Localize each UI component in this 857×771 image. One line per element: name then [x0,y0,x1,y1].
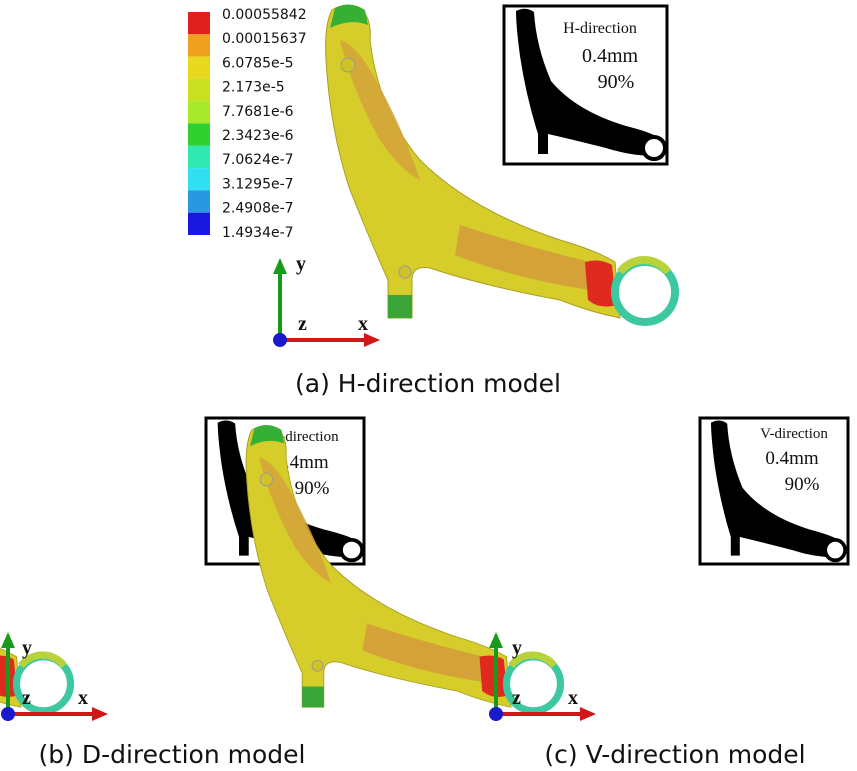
inset-thickness: 0.4mm [765,448,819,469]
axis-y: y [296,253,306,275]
axis-x: x [358,313,368,335]
axis-y: y [512,637,522,659]
inset-density: 90% [295,478,330,499]
inset-direction: H-direction [563,20,637,37]
legend-label: 0.00055842 [222,7,307,23]
axis-z: z [512,687,521,709]
legend-label: 3.1295e-7 [222,176,294,192]
inset-direction: V-direction [760,426,828,442]
panel-a: y z x H-direction 0.4mm 90% (a) H-direct… [271,4,675,398]
legend-label: 2.173e-5 [222,80,285,96]
axis-x: x [568,687,578,709]
inset-density: 90% [785,474,820,495]
panel-c: y z x V-direction 0.4mm 90% (c) V-direct… [246,416,850,769]
legend-label: 2.4908e-7 [222,201,294,217]
axis-y: y [22,637,32,659]
legend-label: 7.7681e-6 [222,104,294,120]
legend-label: 0.00015637 [222,31,307,47]
inset-thickness: 0.4mm [582,45,639,67]
legend-label: 6.0785e-5 [222,55,294,71]
legend-labels: 0.00055842 0.00015637 6.0785e-5 2.173e-5 7.7… [222,7,307,241]
legend-label: 2.3423e-6 [222,128,294,144]
legend: 0.00055842 0.00015637 6.0785e-5 2.173e-5 7.7… [188,7,307,241]
caption: (c) V-direction model [544,740,805,769]
axis-x: x [78,687,88,709]
axis-z: z [298,313,307,335]
inset-thickness: 0.4mm [275,452,329,473]
caption: (a) H-direction model [295,369,561,398]
inset-density: 90% [598,71,635,93]
legend-label: 1.4934e-7 [222,225,294,241]
legend-label: 7.0624e-7 [222,152,294,168]
axis-z: z [22,687,31,709]
caption: (b) D-direction model [39,740,306,769]
inset-direction: D-direction [269,429,339,445]
